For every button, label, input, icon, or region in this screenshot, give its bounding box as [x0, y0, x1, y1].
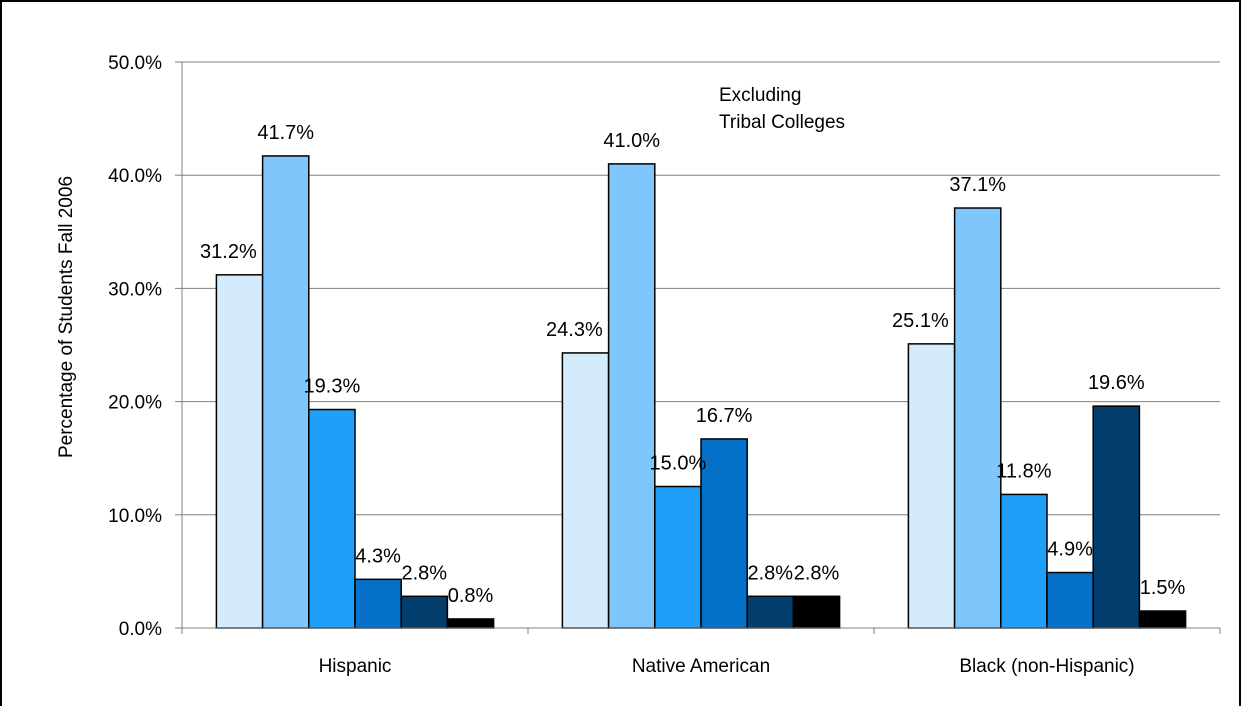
data-label: 31.2% — [200, 241, 257, 263]
bar — [561, 352, 610, 629]
data-label: 4.9% — [1047, 539, 1093, 561]
data-label: 19.3% — [304, 376, 361, 398]
bar — [1092, 405, 1141, 629]
bar — [700, 438, 748, 629]
y-tick-label: 20.0% — [108, 393, 162, 414]
bar — [1138, 610, 1187, 629]
data-label: 0.8% — [448, 585, 494, 607]
data-label: 4.3% — [355, 545, 401, 567]
bar — [215, 274, 264, 629]
labels: 31.2%41.7%19.3%4.3%2.8%0.8%24.3%41.0%15.… — [200, 122, 1185, 607]
data-label: 37.1% — [949, 174, 1006, 196]
x-category-label: Native American — [632, 656, 770, 677]
y-tick-label: 40.0% — [108, 166, 162, 187]
bar — [654, 485, 702, 629]
y-tick-label: 30.0% — [108, 279, 162, 300]
data-label: 25.1% — [892, 310, 949, 332]
annotation-line-2: Tribal Colleges — [719, 112, 845, 133]
bar — [746, 595, 795, 629]
bar — [1046, 571, 1094, 629]
bar — [261, 155, 310, 629]
annotation-line-1: Excluding — [719, 85, 801, 106]
data-label: 16.7% — [696, 405, 753, 427]
bar — [953, 207, 1002, 629]
data-label: 41.7% — [257, 122, 314, 144]
y-axis-title: Percentage of Students Fall 2006 — [56, 176, 77, 458]
data-label: 2.8% — [402, 562, 448, 584]
bar — [308, 408, 356, 629]
y-tick-label: 50.0% — [108, 53, 162, 74]
y-tick-label: 0.0% — [119, 619, 162, 640]
data-label: 11.8% — [996, 460, 1051, 482]
data-label: 2.8% — [794, 562, 840, 584]
data-label: 15.0% — [650, 453, 707, 475]
bar — [446, 618, 495, 629]
x-category-label: Hispanic — [319, 656, 392, 677]
bar — [354, 578, 402, 629]
data-label: 2.8% — [748, 562, 794, 584]
data-label: 1.5% — [1140, 577, 1186, 599]
bar — [907, 343, 956, 629]
bar — [792, 595, 841, 629]
data-label: 24.3% — [546, 319, 603, 341]
y-tick-label: 10.0% — [108, 506, 162, 527]
bar — [400, 595, 449, 629]
data-label: 19.6% — [1088, 372, 1145, 394]
x-category-label: Black (non-Hispanic) — [959, 656, 1134, 677]
bar — [607, 163, 656, 629]
bar — [1000, 493, 1048, 629]
bars — [215, 155, 1187, 629]
axes: 0.0% 10.0% 20.0% 30.0% 40.0% 50.0% Hispanic Nat… — [108, 53, 1221, 677]
data-label: 41.0% — [603, 130, 660, 152]
